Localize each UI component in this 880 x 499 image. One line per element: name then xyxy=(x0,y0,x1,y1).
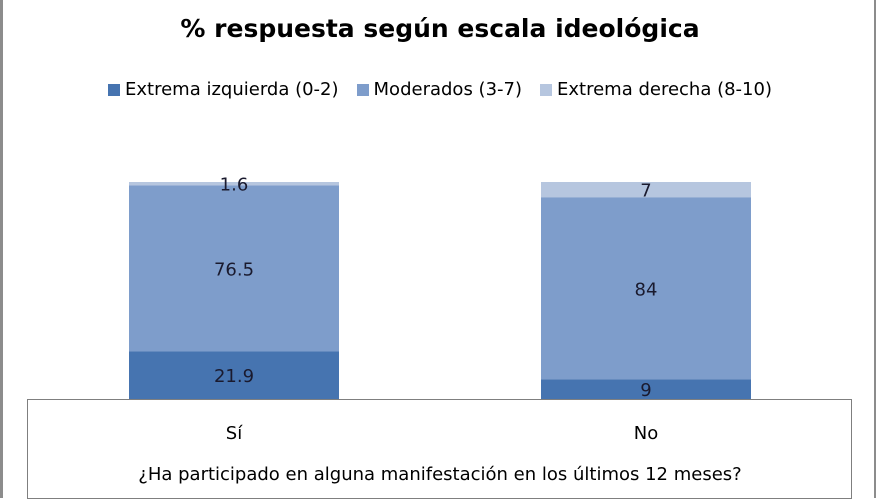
x-tick-label: No xyxy=(633,423,659,444)
legend-swatch xyxy=(356,83,369,96)
data-label: 76.5 xyxy=(214,259,254,280)
legend-item: Moderados (3-7) xyxy=(356,79,522,100)
bar-segment xyxy=(129,182,339,186)
x-axis-label: ¿Ha participado en alguna manifestación … xyxy=(138,464,742,485)
legend-label: Moderados (3-7) xyxy=(373,79,522,100)
legend-item: Extrema izquierda (0-2) xyxy=(108,79,339,100)
data-label: 9 xyxy=(640,380,651,401)
x-tick-label: Sí xyxy=(225,423,243,444)
bar-segment xyxy=(541,182,751,198)
bar-segment xyxy=(129,185,339,352)
legend-label: Extrema izquierda (0-2) xyxy=(125,79,339,100)
legend-swatch xyxy=(540,83,552,96)
legend: Extrema izquierda (0-2) Moderados (3-7) Ex… xyxy=(0,79,880,100)
data-label: 21.9 xyxy=(214,366,254,387)
legend-item: Extrema derecha (8-10) xyxy=(540,79,772,100)
bar-segment xyxy=(541,197,751,380)
data-label: 7 xyxy=(640,181,651,202)
chart-title: % respuesta según escala ideológica xyxy=(180,14,700,43)
data-label: 1.6 xyxy=(220,175,249,196)
bar-segment xyxy=(541,379,751,399)
x-axis-box xyxy=(27,399,852,499)
bar-segment xyxy=(129,351,339,399)
data-label: 84 xyxy=(635,279,658,300)
legend-label: Extrema derecha (8-10) xyxy=(557,79,772,100)
legend-swatch xyxy=(108,83,121,96)
